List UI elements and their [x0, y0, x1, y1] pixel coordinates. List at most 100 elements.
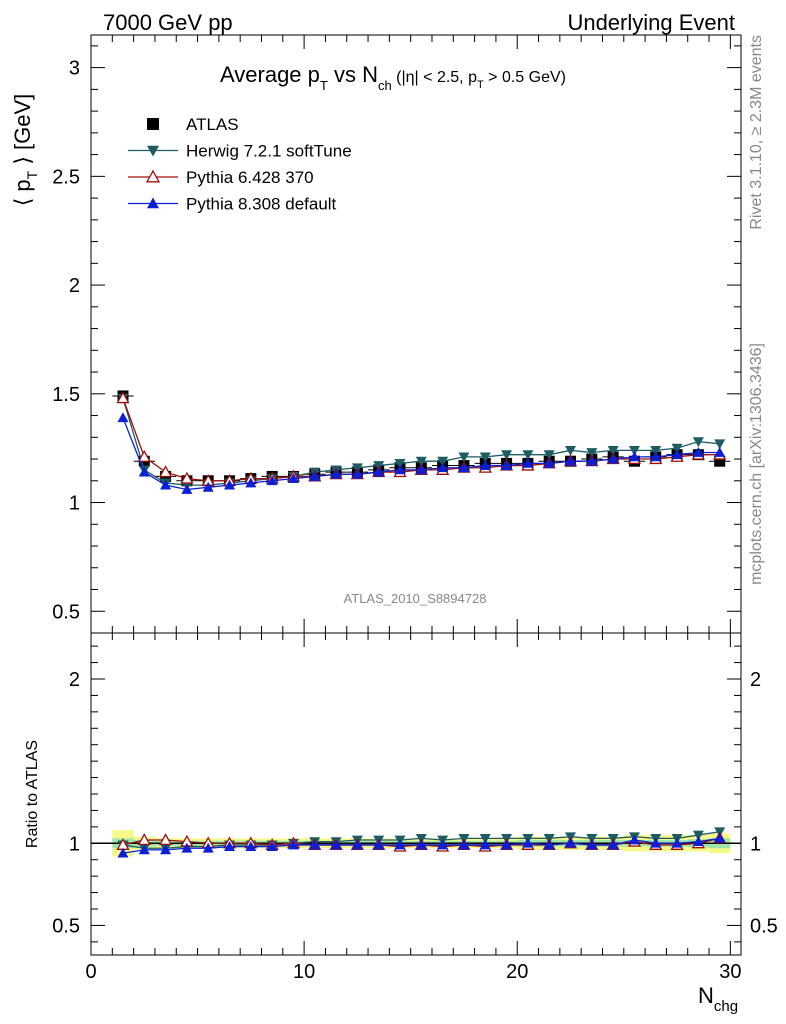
- main-point-pythia-8-308-default: [586, 455, 598, 466]
- mcplots-label: mcplots.cern.ch [arXiv:1306.3436]: [748, 343, 765, 585]
- ratio-point-pythia-8-308-default: [458, 839, 470, 850]
- main-point-herwig-7-2-1-softtune: [692, 437, 704, 448]
- main-point-herwig-7-2-1-softtune: [501, 450, 513, 461]
- ratio-point-pythia-8-308-default: [628, 834, 640, 845]
- ratio-point-pythia-8-308-default: [543, 839, 555, 850]
- plot-title-cuts-end: > 0.5 GeV): [484, 69, 566, 86]
- main-point-pythia-8-308-default: [607, 453, 619, 464]
- main-ylabel-sub: T: [24, 170, 40, 179]
- main-point-pythia-8-308-default: [266, 475, 278, 486]
- ratio-point-pythia-8-308-default: [266, 841, 278, 851]
- ratio-point-pythia-8-308-default: [714, 832, 726, 843]
- legend-marker-herwig-7-2-1-softtune: [147, 145, 159, 157]
- ratio-point-pythia-8-308-default: [671, 837, 683, 848]
- main-point-pythia-8-308-default: [160, 479, 172, 490]
- legend: ATLAS Herwig 7.2.1 softTune Pythia 6.428 3…: [128, 115, 352, 214]
- main-ylabel-main: ⟨ p: [10, 179, 35, 206]
- ratio-point-pythia-8-308-default: [224, 841, 236, 851]
- ratio-point-pythia-8-308-default: [565, 837, 577, 848]
- ratio-point-pythia-8-308-default: [245, 841, 257, 851]
- ratio-ytick-label-left: 1: [69, 833, 80, 855]
- main-point-pythia-8-308-default: [117, 412, 129, 423]
- main-point-herwig-7-2-1-softtune: [437, 456, 449, 467]
- main-ylabel: ⟨ pT ⟩ [GeV]: [10, 94, 40, 207]
- legend-label-atlas: ATLAS: [186, 115, 239, 134]
- legend-marker-pythia-8-308-default: [147, 197, 159, 209]
- main-point-pythia-8-308-default: [692, 447, 704, 457]
- ratio-xlabel: Nchg: [698, 983, 738, 1015]
- main-point-pythia-8-308-default: [714, 447, 726, 457]
- main-point-pythia-8-308-default: [458, 462, 470, 473]
- main-point-herwig-7-2-1-softtune: [607, 445, 619, 456]
- header-right: Underlying Event: [567, 10, 735, 35]
- ratio-point-pythia-8-308-default: [501, 839, 513, 850]
- ratio-point-pythia-8-308-default: [287, 839, 299, 850]
- main-point-herwig-7-2-1-softtune: [543, 450, 555, 461]
- main-point-pythia-8-308-default: [138, 466, 150, 477]
- ratio-xtick-label: 30: [719, 961, 741, 983]
- rivet-label: Rivet 3.1.10, ≥ 2.3M events: [748, 35, 765, 230]
- ratio-point-pythia-8-308-default: [479, 839, 491, 850]
- ratio-point-pythia-8-308-default: [607, 839, 619, 850]
- ratio-ytick-label-left: 2: [69, 669, 80, 691]
- main-point-herwig-7-2-1-softtune: [394, 458, 406, 469]
- ratio-point-pythia-8-308-default: [522, 837, 534, 848]
- ratio-xtick-label: 20: [506, 961, 528, 983]
- main-ylabel-end: ⟩ [GeV]: [10, 94, 35, 171]
- plot-title-mid: vs N: [328, 62, 378, 87]
- ratio-ytick-label-left: 0.5: [52, 915, 80, 937]
- main-point-pythia-8-308-default: [543, 457, 555, 468]
- main-point-pythia-8-308-default: [501, 460, 513, 470]
- ratio-point-pythia-8-308-default: [117, 847, 129, 858]
- ratio-xlabel-main: N: [698, 983, 714, 1008]
- analysis-id: ATLAS_2010_S8894728: [344, 591, 487, 606]
- ratio-point-pythia-8-308-default: [202, 842, 214, 853]
- main-point-pythia-8-308-default: [245, 477, 257, 488]
- ratio-xtick-label: 10: [293, 961, 315, 983]
- main-point-pythia-8-308-default: [650, 451, 662, 462]
- main-point-herwig-7-2-1-softtune: [628, 445, 640, 456]
- ratio-point-pythia-8-308-default: [415, 839, 427, 850]
- ratio-point-pythia-8-308-default: [373, 839, 385, 850]
- main-point-herwig-7-2-1-softtune: [714, 439, 726, 450]
- main-point-pythia-8-308-default: [437, 462, 449, 473]
- main-ytick-label: 3: [69, 58, 80, 80]
- main-point-herwig-7-2-1-softtune: [458, 452, 470, 463]
- main-point-pythia-8-308-default: [565, 455, 577, 466]
- main-ytick-label: 1.5: [52, 384, 80, 406]
- ratio-point-pythia-8-308-default: [138, 844, 150, 855]
- main-point-pythia-8-308-default: [373, 466, 385, 477]
- main-point-pythia-8-308-default: [287, 473, 299, 484]
- main-ytick-label: 2.5: [52, 166, 80, 188]
- ratio-point-herwig-7-2-1-softtune: [479, 833, 491, 844]
- main-point-pythia-8-308-default: [394, 464, 406, 475]
- ratio-ytick-label-right: 2: [750, 669, 761, 691]
- plot-title-sub1: T: [320, 78, 328, 93]
- main-ytick-label: 0.5: [52, 601, 80, 623]
- plot-title-cuts-sub: T: [477, 79, 484, 91]
- legend-marker-pythia-6-428-370: [145, 169, 161, 183]
- ratio-ytick-label-right: 1: [750, 833, 761, 855]
- plot-title-sub2: ch: [378, 78, 392, 93]
- ratio-ytick-label-right: 0.5: [750, 915, 778, 937]
- main-point-herwig-7-2-1-softtune: [650, 445, 662, 456]
- main-ytick-label: 1: [69, 493, 80, 515]
- series-layer: [112, 390, 731, 858]
- ratio-point-pythia-8-308-default: [692, 836, 704, 847]
- main-point-pythia-8-308-default: [415, 464, 427, 475]
- main-point-herwig-7-2-1-softtune: [522, 450, 534, 461]
- main-point-atlas: [714, 455, 726, 467]
- ratio-point-pythia-8-308-default: [394, 839, 406, 850]
- legend-label-pythia-6-428-370: Pythia 6.428 370: [186, 168, 314, 187]
- main-point-herwig-7-2-1-softtune: [586, 448, 598, 459]
- main-point-pythia-6-428-370: [180, 471, 194, 484]
- main-point-pythia-6-428-370: [158, 465, 173, 478]
- main-point-pythia-8-308-default: [330, 468, 342, 479]
- legend-label-pythia-8-308-default: Pythia 8.308 default: [186, 195, 337, 214]
- ratio-xtick-label: 0: [85, 961, 96, 983]
- legend-marker-atlas: [147, 118, 159, 130]
- main-point-pythia-8-308-default: [181, 483, 193, 494]
- main-point-pythia-8-308-default: [202, 481, 214, 492]
- ratio-point-pythia-8-308-default: [181, 842, 193, 853]
